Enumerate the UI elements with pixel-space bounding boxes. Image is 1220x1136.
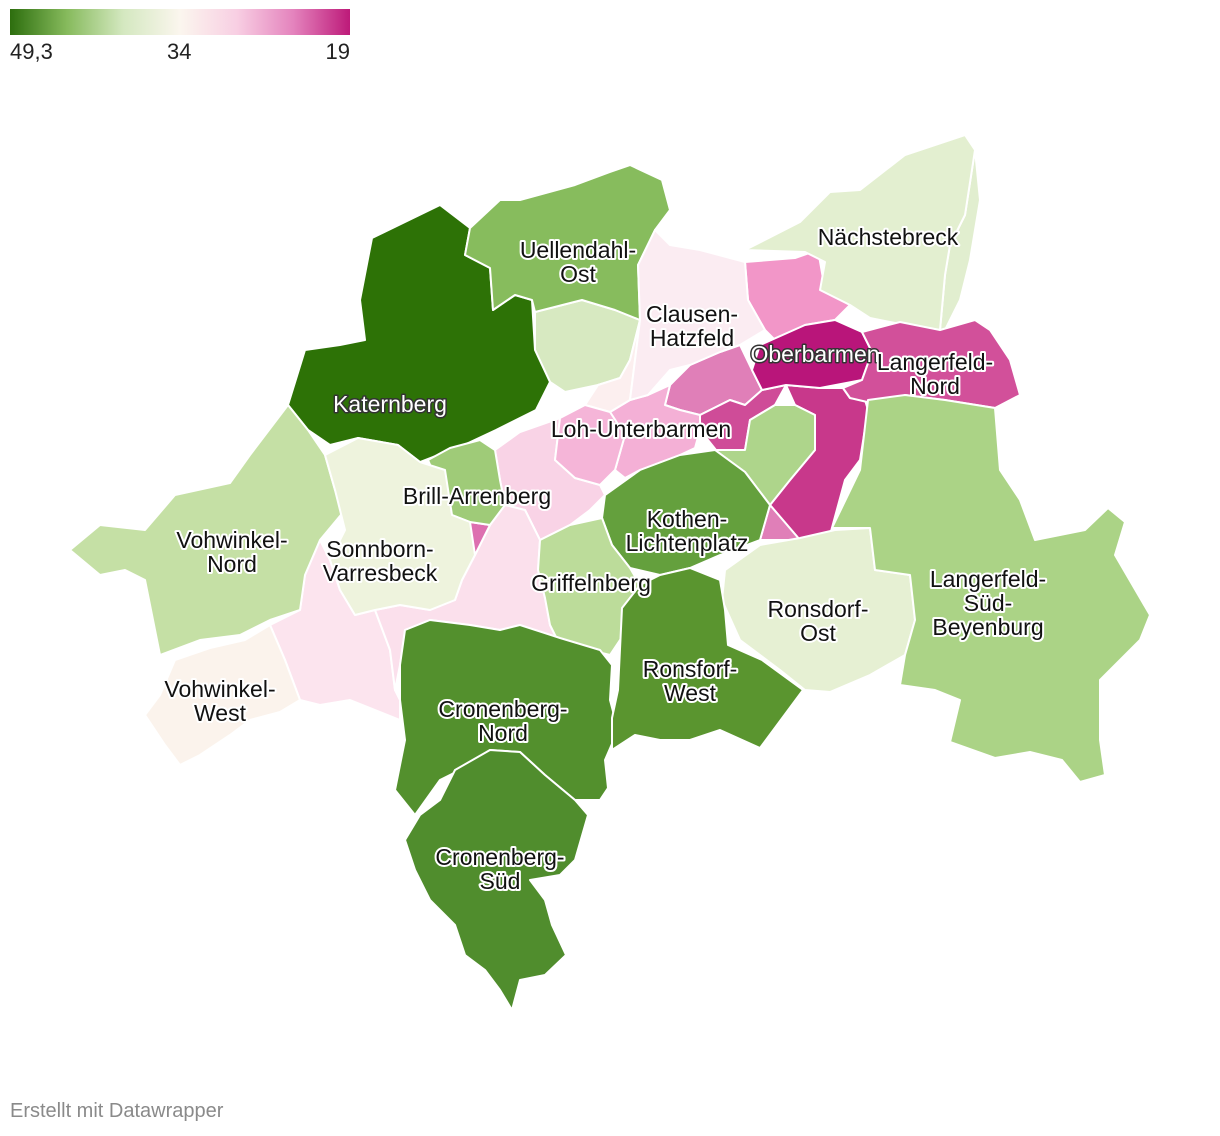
district-label-line: Vohwinkel- [164, 676, 275, 702]
district-label-line: West [664, 680, 717, 706]
district-label-line: Ost [800, 620, 836, 646]
district-cronenberg-süd[interactable] [404, 749, 589, 1011]
district-label-line: Cronenberg- [435, 844, 564, 870]
legend-mid-label: 34 [167, 39, 192, 64]
district-label-line: Loh-Unterbarmen [551, 416, 731, 442]
district-label-line: Clausen- [646, 301, 738, 327]
district-area[interactable] [609, 384, 701, 479]
district-label-line: Beyenburg [932, 614, 1043, 640]
district-label-line: Cronenberg- [438, 696, 567, 722]
district-vohwinkel-west[interactable] [144, 624, 301, 766]
district-label: Vohwinkel-Nord [176, 527, 287, 577]
district-langerfeld-süd-beyenburg[interactable] [831, 394, 1151, 783]
district-map: KaternbergUellendahl-OstClausen-Hatzfeld… [69, 134, 1151, 1011]
district-label-line: Katernberg [333, 391, 447, 417]
district-label-line: West [194, 700, 247, 726]
district-label: Ronsdorf-Ost [768, 596, 869, 646]
district-label: Katernberg [333, 391, 447, 417]
district-label-line: Vohwinkel- [176, 527, 287, 553]
district-label-line: Varresbeck [323, 560, 438, 586]
district-label: Oberbarmen [750, 341, 879, 367]
district-label-line: Kothen- [647, 506, 728, 532]
district-label: Cronenberg-Süd [435, 844, 564, 894]
district-label: Ronsforf-West [643, 656, 738, 706]
district-loh-unterbarmen[interactable] [554, 404, 626, 486]
legend-max-label: 19 [325, 39, 350, 64]
district-label: Griffelnberg [531, 570, 651, 596]
district-label-line: Süd- [964, 590, 1013, 616]
district-label-line: Nord [910, 373, 960, 399]
district-label-line: Nord [478, 720, 528, 746]
district-label-line: Oberbarmen [750, 341, 879, 367]
color-legend: 49,3 34 19 [10, 9, 350, 64]
district-label-line: Brill-Arrenberg [403, 483, 551, 509]
district-label-line: Nord [207, 551, 257, 577]
district-nächstebreck[interactable] [744, 134, 976, 331]
district-label: Brill-Arrenberg [403, 483, 551, 509]
district-label: Vohwinkel-West [164, 676, 275, 726]
district-label: Cronenberg-Nord [438, 696, 567, 746]
district-label-line: Nächstebreck [818, 224, 959, 250]
district-label-line: Hatzfeld [650, 325, 734, 351]
district-label: Loh-Unterbarmen [551, 416, 731, 442]
district-label-line: Griffelnberg [531, 570, 651, 596]
district-label-line: Ronsdorf- [768, 596, 869, 622]
district-area[interactable] [584, 319, 641, 413]
district-vohwinkel-nord[interactable] [69, 404, 346, 656]
district-label: Langerfeld-Nord [877, 349, 993, 399]
district-cronenberg-nord[interactable] [394, 619, 619, 816]
district-label-line: Sonnborn- [326, 536, 433, 562]
legend-min-label: 49,3 [10, 39, 53, 64]
district-label-line: Uellendahl- [520, 237, 636, 263]
district-label-line: Langerfeld- [930, 566, 1046, 592]
district-label: Nächstebreck [818, 224, 959, 250]
credit-text: Erstellt mit Datawrapper [10, 1100, 224, 1122]
district-label: Langerfeld-Süd-Beyenburg [930, 566, 1046, 640]
district-label-line: Ost [560, 261, 596, 287]
legend-gradient-bar [10, 9, 350, 35]
district-label-line: Langerfeld- [877, 349, 993, 375]
district-label: Clausen-Hatzfeld [646, 301, 738, 351]
district-ronsforf-west[interactable] [611, 567, 804, 751]
district-label: Uellendahl-Ost [520, 237, 636, 287]
district-clausen-hatzfeld[interactable] [629, 229, 766, 401]
district-label-line: Lichtenplatz [626, 530, 749, 556]
district-label: Kothen-Lichtenplatz [626, 506, 749, 556]
district-label-line: Ronsforf- [643, 656, 738, 682]
district-sonnborn-varresbeck[interactable] [324, 437, 476, 616]
district-label: Sonnborn-Varresbeck [323, 536, 438, 586]
district-label-line: Süd [480, 868, 521, 894]
